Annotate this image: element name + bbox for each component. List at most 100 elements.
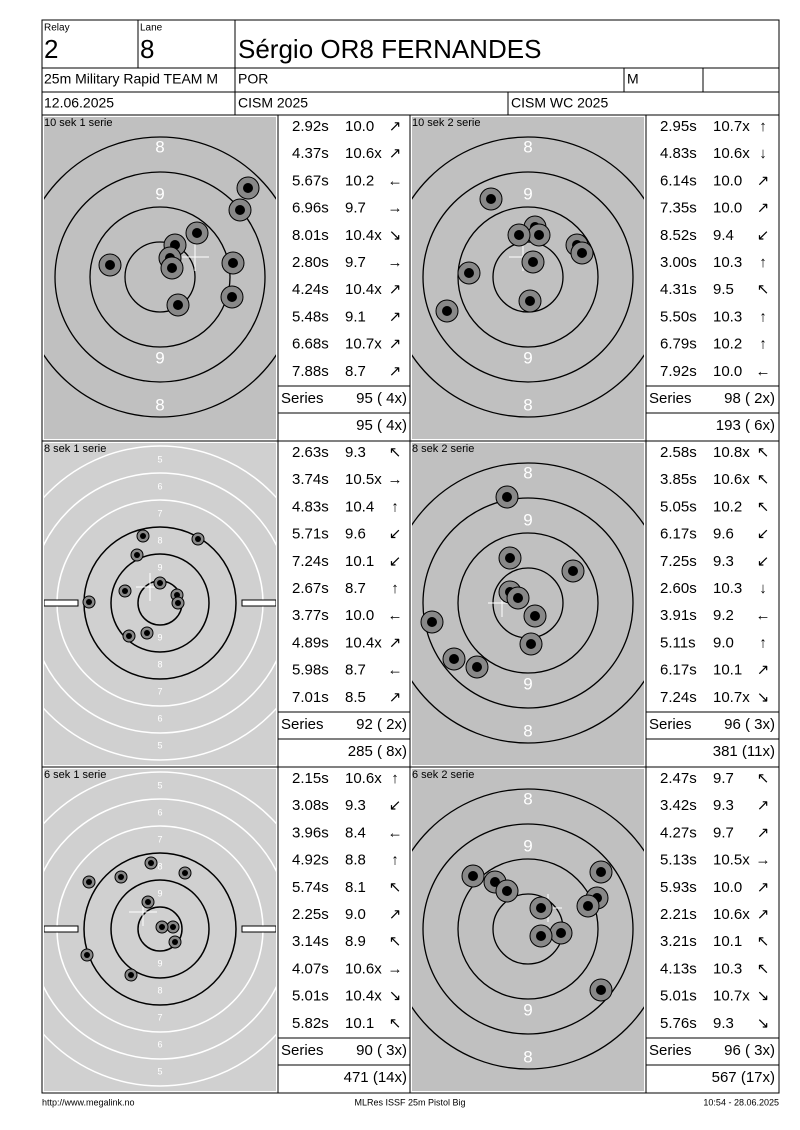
running-total: 381 (11x) — [713, 743, 775, 760]
lane-label: Lane — [140, 23, 163, 34]
shot-time: 5.76s — [660, 1015, 697, 1032]
shot-score: 9.3 — [713, 1015, 734, 1032]
panel: 8 9 9 8 10 sek 1 serie 2.92s 10.0 ↗ 4.37s 10.6x ↗ 5… — [42, 115, 411, 442]
ring — [422, 497, 634, 709]
shot-time: 7.24s — [660, 689, 697, 706]
shot-core — [134, 552, 140, 558]
shot-time: 6.14s — [660, 172, 697, 189]
shot-core — [596, 867, 606, 877]
shot-score: 10.1 — [713, 662, 742, 679]
shot-score: 10.2 — [345, 172, 374, 189]
shot-score: 10.0 — [713, 172, 742, 189]
series-label: Series — [649, 390, 692, 407]
shot-direction: ↘ — [757, 988, 770, 1005]
shot-score: 10.6x — [713, 145, 750, 162]
ring — [412, 788, 644, 1070]
shot-direction: ↑ — [391, 580, 399, 597]
ring — [83, 852, 237, 1006]
shot-time: 3.14s — [292, 933, 329, 950]
shot-time: 5.50s — [660, 308, 697, 325]
target-bg — [412, 769, 644, 1091]
shot-score: 10.6x — [713, 471, 750, 488]
shot-direction: → — [388, 960, 403, 977]
shot-core — [514, 230, 524, 240]
shot-direction: ↗ — [389, 281, 402, 298]
shot-score: 9.7 — [345, 200, 366, 217]
series-total: 95 ( 4x) — [356, 390, 407, 407]
event: 25m Military Rapid TEAM M — [44, 71, 218, 87]
ring-label: 8 — [523, 463, 532, 482]
shot-time: 2.25s — [292, 906, 329, 923]
running-total: 285 ( 8x) — [348, 743, 407, 760]
shot-direction: ↓ — [759, 145, 767, 162]
shot-direction: ↙ — [389, 553, 402, 570]
shot-direction: ↑ — [391, 852, 399, 869]
ring-label: 9 — [157, 562, 162, 572]
country: POR — [238, 71, 268, 87]
ring — [457, 206, 599, 348]
ring-label: 9 — [523, 184, 532, 203]
shot-score: 10.0 — [713, 200, 742, 217]
shot-time: 3.91s — [660, 607, 697, 624]
shot-core — [534, 230, 544, 240]
shot-time: 6.17s — [660, 662, 697, 679]
shot-direction: ↙ — [389, 797, 402, 814]
match: CISM WC 2025 — [511, 95, 608, 111]
shot-time: 2.67s — [292, 580, 329, 597]
shot-core — [577, 248, 587, 258]
ring-label: 9 — [523, 348, 532, 367]
ring — [44, 136, 276, 418]
shot-direction: ↗ — [757, 879, 770, 896]
series-label: Series — [649, 716, 692, 733]
shot-direction: ↗ — [389, 118, 402, 135]
shot-time: 3.96s — [292, 824, 329, 841]
shot-direction: ↗ — [389, 336, 402, 353]
panel: 8 9 9 8 10 sek 2 serie 2.95s 10.7x ↑ 4.83s 10.6x ↓… — [410, 115, 779, 442]
shot-score: 8.7 — [345, 580, 366, 597]
shot-direction: ↑ — [759, 254, 767, 271]
shot-time: 5.48s — [292, 308, 329, 325]
shot-core — [170, 924, 176, 930]
shot-direction: ↑ — [759, 634, 767, 651]
ring-label: 8 — [523, 789, 532, 808]
target: 5 6 7 8 9 9 8 7 6 5 — [44, 443, 276, 765]
shot-time: 5.93s — [660, 879, 697, 896]
shot-direction: ↗ — [757, 906, 770, 923]
shot-core — [140, 533, 146, 539]
shot-direction: ↗ — [389, 308, 402, 325]
shot-score: 10.0 — [345, 118, 374, 135]
shot-score: 9.4 — [713, 227, 734, 244]
shot-direction: ↖ — [757, 770, 770, 787]
ring — [422, 823, 634, 1035]
shot-score: 10.6x — [345, 960, 382, 977]
shot-time: 5.98s — [292, 662, 329, 679]
shot-score: 10.6x — [345, 145, 382, 162]
shot-core — [427, 617, 437, 627]
shot-direction: ↖ — [757, 471, 770, 488]
shot-direction: ↗ — [389, 145, 402, 162]
shot-direction: ↗ — [757, 172, 770, 189]
shot-score: 10.4x — [345, 634, 382, 651]
shot-time: 7.25s — [660, 553, 697, 570]
shot-direction: ↑ — [759, 336, 767, 353]
series-label: Series — [281, 390, 324, 407]
ring-label: 9 — [523, 674, 532, 693]
shot-score: 10.7x — [713, 689, 750, 706]
series-label: Series — [281, 1042, 324, 1059]
shot-time: 7.35s — [660, 200, 697, 217]
shot-core — [449, 654, 459, 664]
ring — [44, 798, 276, 1060]
shot-time: 8.01s — [292, 227, 329, 244]
shot-direction: ↑ — [759, 118, 767, 135]
series-label: Series — [649, 1042, 692, 1059]
shot-direction: ↖ — [389, 879, 402, 896]
footer-software: MLRes ISSF 25m Pistol Big — [354, 1097, 465, 1107]
shot-core — [148, 860, 154, 866]
shot-direction: ↙ — [757, 526, 770, 543]
shot-time: 2.47s — [660, 770, 697, 787]
panel: 8 9 9 8 8 sek 2 serie 2.58s 10.8x ↖ 3.85s 10.6x ↖ 5… — [410, 441, 779, 768]
shot-direction: ← — [756, 607, 771, 624]
panel-title: 6 sek 1 serie — [44, 769, 106, 781]
shot-time: 5.01s — [292, 988, 329, 1005]
series-total: 98 ( 2x) — [724, 390, 775, 407]
